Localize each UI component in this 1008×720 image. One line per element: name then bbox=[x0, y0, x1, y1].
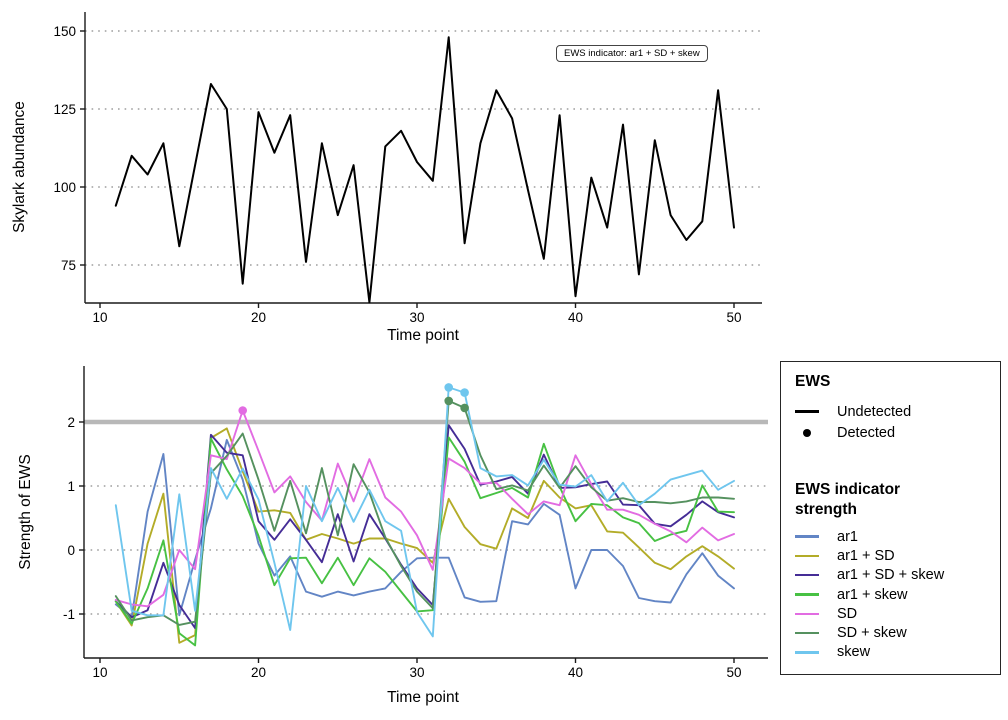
ews-strength-line-chart: -1 0 1 2 10 20 30 40 50 bbox=[63, 366, 768, 680]
legend-item-ar1-skew: ar1 + skew bbox=[795, 585, 1000, 604]
x-tick-label: 50 bbox=[726, 665, 741, 680]
series-line-sd-skew bbox=[114, 399, 735, 626]
x-tick-label: 30 bbox=[409, 310, 424, 325]
x-tick-label: 40 bbox=[568, 310, 583, 325]
detected-point bbox=[444, 383, 454, 392]
legend-line-key-icon bbox=[795, 573, 825, 577]
x-tick-label: 20 bbox=[251, 665, 266, 680]
detected-point bbox=[460, 388, 469, 397]
x-tick-label: 10 bbox=[92, 310, 107, 325]
legend-indicator-title: EWS indicator strength bbox=[795, 481, 901, 518]
legend-item-detected: Detected bbox=[795, 422, 1000, 443]
legend-item-skew: skew bbox=[795, 643, 1000, 662]
series-line-ar1-skew bbox=[114, 436, 735, 647]
legend-item-label: SD bbox=[837, 605, 858, 622]
line-swatch bbox=[795, 410, 819, 413]
x-tick-label: 40 bbox=[568, 665, 583, 680]
series-line-ar1 bbox=[114, 438, 735, 619]
y-tick-label: 75 bbox=[61, 258, 76, 273]
abundance-line-chart: 75 100 125 150 10 20 30 40 50 bbox=[53, 12, 762, 325]
legend-line-key-icon bbox=[795, 593, 825, 596]
line-swatch bbox=[795, 535, 819, 538]
detected-point bbox=[238, 406, 247, 415]
legend-item-sd: SD bbox=[795, 604, 1000, 623]
legend: EWS Undetected Detected EWS indicator str… bbox=[780, 361, 1001, 675]
ews-indicator-annotation: EWS indicator: ar1 + SD + skew bbox=[556, 45, 708, 62]
top-y-axis-title: Skylark abundance bbox=[11, 101, 28, 233]
line-swatch bbox=[795, 612, 819, 616]
legend-ews-rows: Undetected Detected bbox=[795, 401, 1000, 443]
x-tick-label: 20 bbox=[251, 310, 266, 325]
legend-item-label: SD + skew bbox=[837, 625, 907, 642]
y-tick-label: -1 bbox=[63, 607, 75, 622]
line-swatch bbox=[795, 554, 819, 558]
y-tick-label: 100 bbox=[53, 180, 76, 195]
legend-line-key-icon bbox=[795, 612, 825, 616]
legend-line-key-icon bbox=[795, 410, 825, 413]
legend-item-label: ar1 bbox=[837, 528, 858, 545]
line-swatch bbox=[795, 651, 819, 654]
legend-item-ar1-sd-skew: ar1 + SD + skew bbox=[795, 566, 1000, 585]
detected-point bbox=[460, 403, 469, 413]
top-x-axis-title: Time point bbox=[387, 327, 459, 344]
legend-item-label: Detected bbox=[837, 424, 896, 441]
legend-line-key-icon bbox=[795, 631, 825, 635]
legend-item-ar1-sd: ar1 + SD bbox=[795, 546, 1000, 565]
series-line-skylark-abundance bbox=[114, 36, 735, 304]
legend-item-ar1: ar1 bbox=[795, 527, 1000, 546]
legend-line-key-icon bbox=[795, 535, 825, 538]
x-tick-label: 50 bbox=[726, 310, 741, 325]
point-swatch bbox=[803, 428, 811, 437]
legend-item-sd-skew: SD + skew bbox=[795, 623, 1000, 642]
y-tick-label: 2 bbox=[67, 415, 75, 430]
x-tick-label: 30 bbox=[409, 665, 424, 680]
legend-item-label: Undetected bbox=[837, 403, 912, 420]
series-line-ar1-sd-skew bbox=[114, 424, 735, 630]
line-swatch bbox=[795, 631, 819, 635]
legend-indicator-rows: ar1 ar1 + SD ar1 + SD + skew ar1 + skew SD SD… bbox=[795, 527, 1000, 662]
legend-item-label: ar1 + SD bbox=[837, 547, 895, 564]
line-swatch bbox=[795, 593, 819, 596]
legend-item-label: skew bbox=[837, 644, 871, 661]
legend-line-key-icon bbox=[795, 554, 825, 558]
legend-item-label: ar1 + skew bbox=[837, 586, 908, 603]
bottom-y-axis-title: Strength of EWS bbox=[17, 454, 34, 570]
legend-point-key-icon bbox=[795, 428, 825, 437]
line-swatch bbox=[795, 573, 819, 577]
legend-item-undetected: Undetected bbox=[795, 401, 1000, 422]
y-tick-label: 150 bbox=[53, 24, 76, 39]
series-line-sd bbox=[114, 409, 735, 608]
y-tick-label: 125 bbox=[53, 102, 76, 117]
bottom-x-axis-title: Time point bbox=[387, 689, 459, 706]
series-line-ar1-sd bbox=[114, 427, 735, 644]
legend-item-label: ar1 + SD + skew bbox=[837, 567, 945, 584]
x-tick-label: 10 bbox=[92, 665, 107, 680]
legend-line-key-icon bbox=[795, 651, 825, 654]
detected-point bbox=[444, 396, 454, 406]
series-line-skew bbox=[114, 386, 735, 638]
y-tick-label: 1 bbox=[67, 479, 75, 494]
legend-ews-title: EWS bbox=[795, 373, 831, 390]
y-tick-label: 0 bbox=[67, 543, 75, 558]
